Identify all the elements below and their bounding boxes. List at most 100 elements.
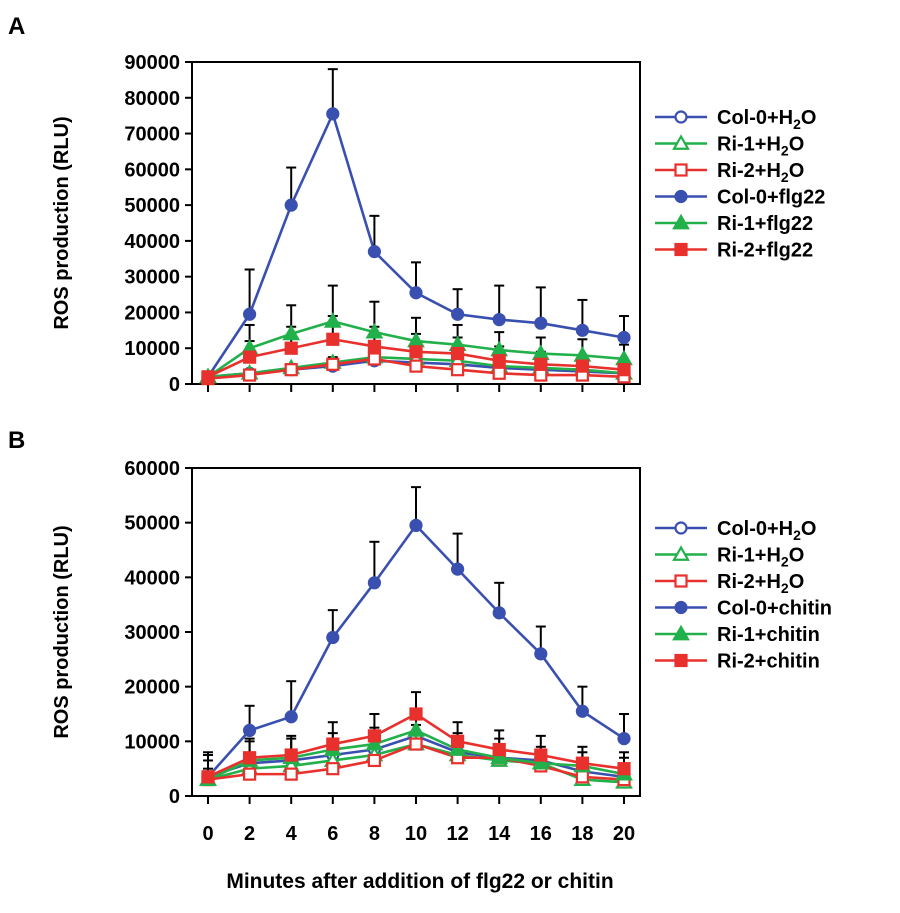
data-point [617,330,631,345]
legend-marker [674,110,688,124]
data-point [367,245,381,259]
data-point [409,345,423,359]
data-point [534,647,548,661]
data-point [243,767,257,781]
data-point [617,731,631,746]
y-tick-label: 0 [169,374,180,396]
data-point [367,339,381,354]
y-axis-label: ROS production (RLU) [51,525,73,738]
x-tick-label: 18 [571,823,593,845]
x-tick-label: 0 [202,823,213,845]
y-tick-label: 20000 [124,302,180,324]
legend-marker [674,653,688,668]
y-tick-label: 40000 [124,231,180,253]
data-point [575,323,590,337]
data-point [492,354,506,368]
data-point [282,324,301,341]
y-tick-label: 40000 [124,567,180,589]
legend-label: Ri-2+H2O [717,160,804,185]
data-point [367,576,381,590]
data-point [534,316,548,330]
y-tick-label: 60000 [124,159,180,181]
data-point [284,198,298,212]
y-tick-label: 10000 [124,731,180,753]
data-point [201,770,215,784]
legend-label: Col-0+H2O [717,518,816,543]
data-point [326,737,340,751]
legend-marker [672,213,690,230]
data-point [365,322,384,339]
x-tick-label: 12 [446,823,468,845]
panel-b: B 0 10000 20000 30000 40000 50000 60000 0 2 4 6 8 10 1… [8,427,832,845]
data-point [451,307,465,321]
x-tick-label: 8 [369,823,380,845]
legend-label: Ri-1+H2O [717,545,804,570]
data-point [451,346,465,361]
data-point [451,363,465,377]
data-point [575,359,590,373]
y-tick-label: 50000 [124,513,180,535]
legend-label: Col-0+chitin [717,598,832,620]
panel-a: A 0 10000 20000 30000 40000 50000 60000 70000 800… [8,13,825,396]
data-point [409,518,423,533]
panel-label: A [8,13,25,40]
legend-marker [672,624,690,641]
x-tick-label: 16 [530,823,552,845]
data-point [407,721,425,737]
data-point [243,350,257,364]
data-point [326,762,340,776]
data-point [284,767,298,781]
data-point [284,748,298,762]
data-point [243,368,257,382]
data-point [243,751,257,765]
legend-marker [674,574,688,588]
data-point [323,312,342,328]
data-point [534,368,548,382]
data-point [409,286,423,300]
legend-label: Col-0+flg22 [717,187,825,209]
data-point [492,313,506,327]
x-tick-label: 14 [488,823,511,845]
data-point [451,562,465,576]
y-tick-label: 30000 [124,622,180,644]
data-point [575,756,590,770]
data-point [534,357,548,371]
y-tick-label: 80000 [124,88,180,110]
data-point [326,630,340,645]
data-point [492,742,506,757]
data-point [409,359,423,373]
data-point [367,352,381,366]
data-point [326,332,340,346]
legend-marker [674,189,688,204]
data-point [531,753,550,770]
data-point [409,737,423,751]
x-tick-label: 2 [244,823,255,845]
data-point [617,363,631,377]
data-point [490,748,509,765]
x-axis-label: Minutes after addition of flg22 or chiti… [226,870,613,893]
y-tick-label: 50000 [124,195,180,217]
legend-marker [674,163,688,177]
x-tick-label: 20 [613,823,635,845]
data-point [365,734,384,751]
data-point [243,307,257,321]
y-tick-label: 20000 [124,677,180,699]
legend-label: Ri-1+H2O [717,134,804,159]
data-point [367,729,381,743]
data-point [617,762,631,776]
data-point [243,723,257,738]
legend-label: Ri-1+flg22 [717,213,813,235]
data-point [326,107,340,121]
legend-label: Col-0+H2O [717,107,816,132]
legend-marker [672,545,690,561]
legend-marker [674,242,688,257]
legend-label: Ri-2+flg22 [717,240,813,262]
data-point [575,704,590,718]
y-tick-label: 30000 [124,267,180,289]
y-tick-label: 60000 [124,458,180,480]
x-tick-label: 6 [327,823,338,845]
data-point [284,363,298,377]
data-point [492,366,506,380]
y-tick-label: 10000 [124,338,180,360]
legend-label: Ri-2+H2O [717,571,804,596]
